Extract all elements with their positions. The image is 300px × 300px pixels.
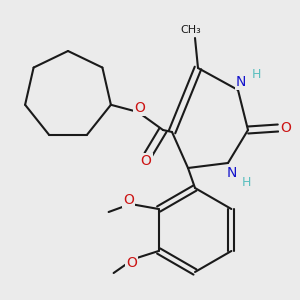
Text: O: O — [123, 193, 134, 207]
Text: O: O — [135, 101, 146, 115]
Text: O: O — [141, 154, 152, 168]
Text: O: O — [280, 121, 291, 135]
Text: N: N — [236, 75, 246, 89]
Text: H: H — [241, 176, 251, 190]
Text: CH₃: CH₃ — [181, 25, 201, 35]
Text: O: O — [126, 256, 137, 270]
Text: H: H — [251, 68, 261, 80]
Text: N: N — [227, 166, 237, 180]
